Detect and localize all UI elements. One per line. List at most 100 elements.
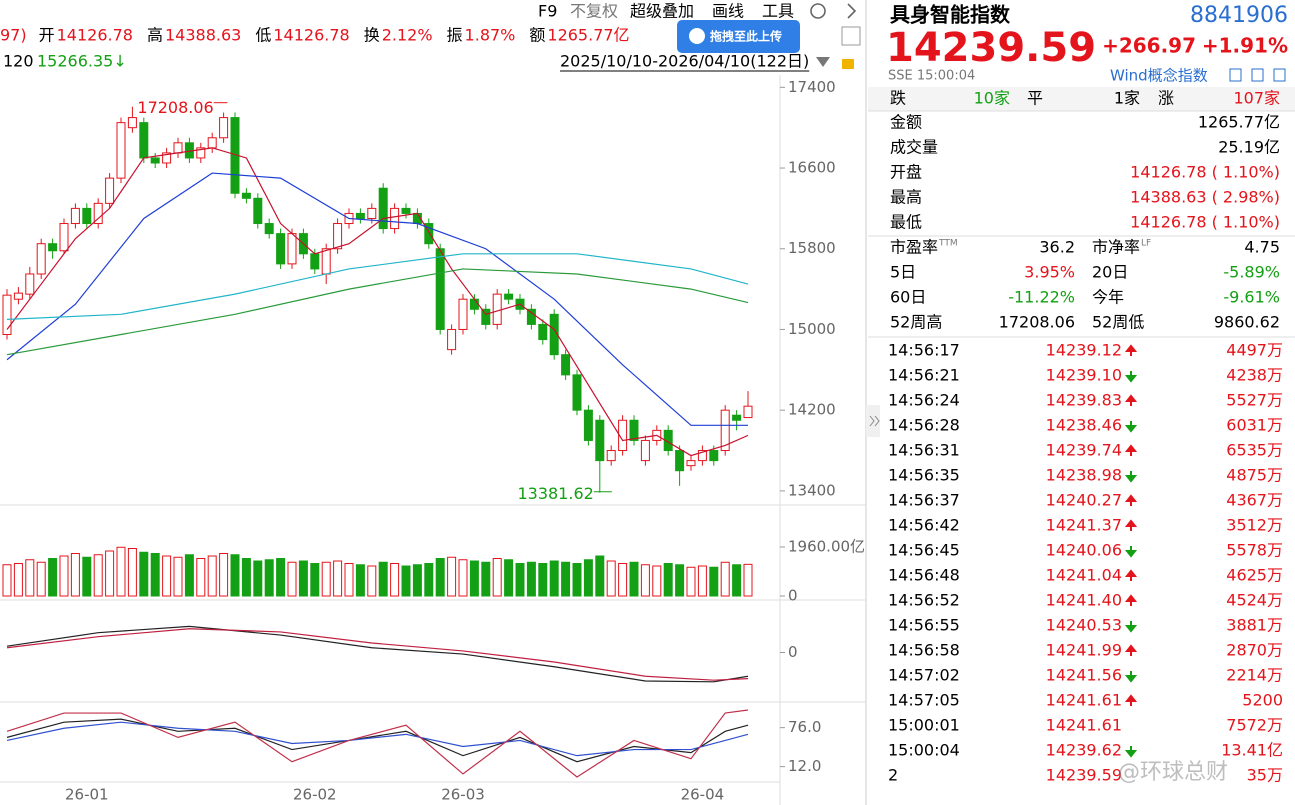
tick-price: 14239.74 — [1046, 441, 1122, 460]
tick-time[interactable]: 15:00:01 — [888, 716, 960, 735]
upload-button[interactable] — [677, 20, 800, 53]
toolbar-item[interactable]: F9 — [538, 2, 557, 21]
volume-bar — [82, 556, 92, 597]
metric-label: 52周低 — [1092, 313, 1144, 332]
indicator-line — [6, 628, 749, 681]
tick-time[interactable]: 14:56:31 — [888, 441, 960, 460]
candle-body — [469, 298, 479, 310]
tick-time[interactable]: 14:57:05 — [888, 691, 960, 710]
tick-arrow — [1124, 371, 1138, 383]
tick-time[interactable]: 14:56:28 — [888, 416, 960, 435]
tick-arrow — [1124, 471, 1138, 483]
volume-bar — [504, 559, 514, 597]
tick-time[interactable]: 14:56:37 — [888, 491, 960, 510]
tick-time[interactable]: 14:56:55 — [888, 616, 960, 635]
volume-bar — [675, 564, 685, 597]
y-tick-label: 15800 — [788, 239, 836, 257]
candle-body — [526, 308, 536, 325]
candle-body — [686, 460, 696, 467]
breadth-label: 跌 — [890, 89, 906, 108]
tick-time[interactable]: 14:56:17 — [888, 341, 960, 360]
volume-bar — [116, 546, 126, 597]
tick-time[interactable]: 14:56:52 — [888, 591, 960, 610]
candle-body — [241, 192, 251, 199]
tick-arrow — [1124, 494, 1138, 506]
stat-value: 25.19亿 — [1218, 138, 1280, 157]
tick-price: 14238.98 — [1046, 466, 1122, 485]
next-icon[interactable] — [847, 3, 857, 19]
tick-time[interactable]: 15:00:04 — [888, 741, 960, 760]
volume-bar — [481, 561, 491, 597]
candle-body — [276, 233, 286, 265]
indicator-line — [6, 253, 749, 320]
candle-body — [13, 292, 23, 300]
quote-value: 1.87% — [465, 26, 516, 45]
tick-time[interactable]: 14:56:24 — [888, 391, 960, 410]
volume-bar — [469, 560, 479, 597]
quote-value: 14126.78 — [273, 26, 349, 45]
tick-time[interactable]: 14:56:42 — [888, 516, 960, 535]
volume-bar — [207, 555, 217, 597]
index-category[interactable]: Wind概念指数 — [1110, 67, 1208, 85]
candle-body — [355, 212, 365, 219]
candle-body — [36, 243, 46, 275]
candle-body — [264, 223, 274, 235]
date-range[interactable]: 2025/10/10-2026/04/10(122日) — [560, 52, 809, 71]
volume-bar — [321, 561, 331, 597]
indicator-line — [6, 147, 749, 457]
tick-time[interactable]: 14:56:21 — [888, 366, 960, 385]
candle-body — [82, 207, 92, 225]
breadth-value: 10家 — [974, 89, 1010, 108]
tick-arrow — [1124, 344, 1138, 356]
collapse-tab[interactable] — [866, 405, 880, 437]
candle-body — [93, 202, 103, 225]
tick-volume: 4625万 — [1226, 566, 1283, 585]
tool-icon[interactable] — [1229, 68, 1242, 82]
upload-label[interactable]: 拖拽至此上传 — [710, 29, 782, 44]
candle-body — [162, 152, 172, 164]
tick-time[interactable]: 14:56:58 — [888, 641, 960, 660]
volume-bar — [36, 561, 46, 597]
toolbar-item[interactable]: 超级叠加 — [630, 2, 694, 21]
toolbar-item[interactable]: 不复权 — [570, 2, 618, 21]
volume-bar — [640, 564, 650, 597]
tool-icon[interactable] — [1273, 68, 1286, 82]
metric-value: 3.95% — [1024, 263, 1075, 282]
tick-arrow — [1124, 444, 1138, 456]
volume-bar — [105, 550, 115, 597]
volume-bar — [264, 559, 274, 597]
volume-bar — [720, 561, 730, 597]
metric-value: 4.75 — [1244, 238, 1280, 257]
stat-value: 1265.77亿 — [1198, 113, 1280, 132]
toolbar-item[interactable]: 画线 — [712, 2, 744, 21]
indicator-line — [6, 709, 749, 778]
volume-bar — [253, 560, 263, 597]
tick-price: 14241.61 — [1046, 716, 1122, 735]
gear-icon[interactable] — [810, 3, 826, 19]
tick-price: 14240.53 — [1046, 616, 1122, 635]
dropdown-icon[interactable] — [816, 57, 830, 67]
metric-label: 60日 — [890, 288, 926, 307]
metric-value: -9.61% — [1223, 288, 1280, 307]
candle-body — [378, 187, 388, 230]
candle-body — [675, 450, 685, 472]
tick-volume: 5527万 — [1226, 391, 1283, 410]
candle-body — [583, 409, 593, 441]
tick-time[interactable]: 14:57:02 — [888, 666, 960, 685]
tick-time[interactable]: 14:56:45 — [888, 541, 960, 560]
volume-bar — [333, 560, 343, 597]
tick-time[interactable]: 14:56:35 — [888, 466, 960, 485]
tick-arrow — [1124, 569, 1138, 581]
tick-arrow — [1124, 644, 1138, 656]
toolbar-item[interactable]: 工具 — [762, 2, 794, 21]
tick-time[interactable]: 2 — [888, 766, 898, 785]
volume-bar — [458, 559, 468, 597]
tick-time[interactable]: 14:56:48 — [888, 566, 960, 585]
upload-icon — [689, 28, 705, 44]
candle-body — [629, 419, 639, 441]
wp-icon[interactable] — [841, 26, 861, 46]
quote-value: 14126.78 — [57, 26, 133, 45]
volume-bar — [162, 555, 172, 597]
tool-icon[interactable] — [1251, 68, 1264, 82]
